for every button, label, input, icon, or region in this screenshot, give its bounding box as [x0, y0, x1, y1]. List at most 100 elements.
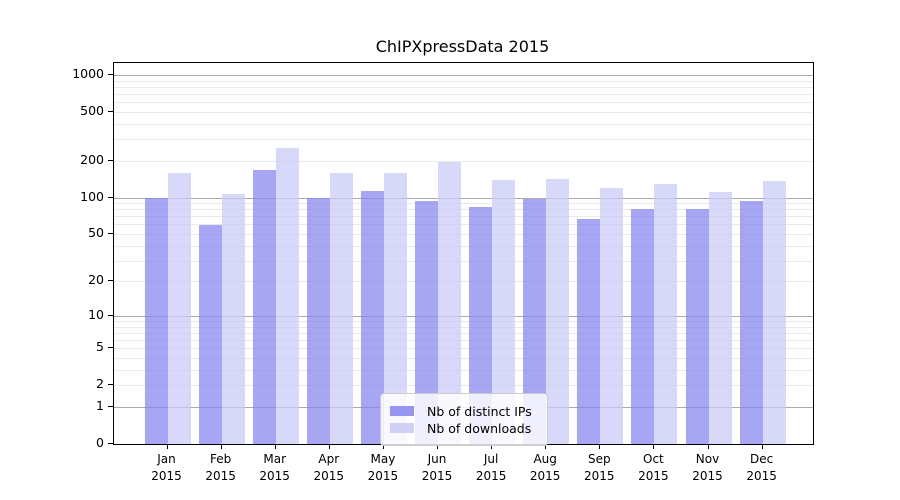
y-tick-label: 1	[96, 398, 104, 413]
x-tick-label: Oct 2015	[626, 451, 680, 485]
y-tick-mark	[108, 384, 113, 386]
minor-gridline	[114, 260, 813, 262]
bar-downloads-sep	[600, 187, 624, 444]
x-tick-mark	[328, 444, 330, 449]
x-tick-label: Jan 2015	[140, 451, 194, 485]
bar-downloads-apr	[329, 172, 353, 444]
x-tick-year: 2015	[205, 469, 236, 483]
minor-gridline	[114, 216, 813, 218]
minor-gridline	[114, 326, 813, 328]
y-tick-mark	[108, 159, 113, 161]
x-tick-label: Aug 2015	[518, 451, 572, 485]
x-tick-mark	[220, 444, 222, 449]
x-tick-mark	[437, 444, 438, 449]
major-gridline	[114, 197, 813, 199]
y-tick-mark	[108, 280, 113, 282]
x-tick-year: 2015	[584, 469, 615, 483]
legend-label-distinct-ips: Nb of distinct IPs	[427, 403, 532, 419]
minor-gridline	[114, 139, 813, 141]
x-tick-mark	[599, 444, 601, 449]
y-tick-mark	[108, 443, 113, 444]
y-tick-label: 1000	[72, 65, 104, 81]
y-tick-label: 50	[88, 225, 104, 240]
x-tick-mark	[707, 444, 709, 449]
bar-distinct-ips-may	[360, 191, 384, 444]
gridlines-layer	[114, 63, 813, 444]
plot-area: Nb of distinct IPs Nb of downloads	[113, 62, 814, 446]
bar-distinct-ips-jan	[144, 197, 168, 444]
y-tick-label: 5	[96, 339, 104, 355]
bar-downloads-may	[383, 173, 407, 444]
bar-downloads-jun	[438, 161, 461, 444]
x-tick-label: Dec 2015	[735, 451, 789, 485]
minor-gridline	[114, 369, 813, 371]
minor-gridline	[114, 102, 813, 104]
chart-title: ChIPXpressData 2015	[375, 37, 550, 56]
x-tick-label: Sep 2015	[572, 451, 626, 485]
y-tick-mark	[108, 196, 113, 198]
minor-gridline	[114, 340, 813, 342]
minor-gridline	[114, 321, 813, 322]
minor-gridline	[114, 209, 813, 211]
bar-downloads-mar	[275, 147, 299, 444]
bar-distinct-ips-feb	[198, 225, 222, 444]
bar-downloads-jul	[492, 179, 516, 444]
bar-downloads-jan	[167, 172, 191, 444]
y-tick-mark	[108, 406, 113, 407]
x-tick-year: 2015	[746, 469, 777, 483]
minor-gridline	[114, 234, 813, 235]
legend: Nb of distinct IPs Nb of downloads	[380, 393, 548, 446]
minor-gridline	[114, 245, 813, 247]
minor-gridline	[114, 160, 813, 162]
x-tick-label: Jun 2015	[410, 451, 464, 485]
y-tick-mark	[108, 314, 113, 316]
x-tick-year: 2015	[638, 469, 669, 483]
bar-downloads-nov	[708, 191, 732, 444]
x-tick-year: 2015	[529, 469, 561, 483]
y-tick-label: 20	[88, 272, 104, 288]
bar-downloads-dec	[762, 181, 786, 444]
minor-gridline	[114, 86, 813, 88]
major-gridline	[114, 74, 813, 76]
major-gridline	[114, 315, 813, 317]
x-tick-label: May 2015	[356, 451, 410, 485]
minor-gridline	[114, 348, 813, 350]
x-tick-year: 2015	[313, 469, 345, 483]
bar-distinct-ips-mar	[252, 170, 276, 444]
bars-layer	[114, 63, 813, 444]
y-tick-mark	[108, 233, 113, 234]
minor-gridline	[114, 385, 813, 387]
x-tick-year: 2015	[475, 469, 507, 483]
minor-gridline	[114, 111, 813, 113]
x-tick-year: 2015	[151, 469, 182, 483]
x-tick-label: Feb 2015	[194, 451, 248, 485]
x-tick-mark	[653, 444, 655, 449]
x-tick-mark	[166, 444, 168, 449]
y-tick-mark	[108, 73, 113, 75]
x-tick-mark	[761, 444, 763, 449]
bar-distinct-ips-jun	[415, 201, 438, 444]
bar-downloads-oct	[654, 184, 678, 444]
x-tick-mark	[274, 444, 276, 449]
bar-distinct-ips-aug	[523, 199, 547, 444]
legend-label-downloads: Nb of downloads	[427, 420, 532, 436]
bar-distinct-ips-apr	[306, 197, 330, 444]
minor-gridline	[114, 358, 813, 359]
bar-distinct-ips-nov	[685, 209, 709, 444]
x-tick-year: 2015	[259, 469, 290, 483]
y-tick-label: 10	[88, 306, 104, 322]
legend-item-downloads: Nb of downloads	[390, 420, 537, 436]
y-tick-label: 500	[80, 102, 104, 118]
x-tick-label: Jul 2015	[464, 451, 518, 485]
x-tick-mark	[545, 444, 547, 449]
y-tick-mark	[108, 347, 113, 349]
x-tick-label: Mar 2015	[248, 451, 302, 485]
x-tick-mark	[491, 444, 493, 449]
x-tick-year: 2015	[421, 469, 453, 483]
minor-gridline	[114, 203, 813, 204]
y-tick-label: 0	[96, 435, 104, 450]
x-tick-year: 2015	[692, 469, 723, 483]
y-tick-mark	[108, 110, 113, 112]
minor-gridline	[114, 332, 813, 334]
